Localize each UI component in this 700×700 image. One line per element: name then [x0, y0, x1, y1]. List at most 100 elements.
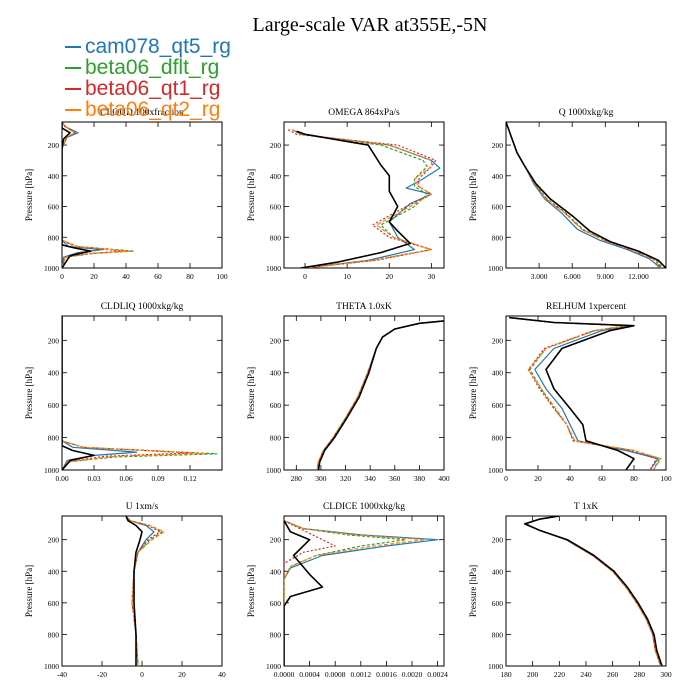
- x-tick-label: 340: [365, 474, 377, 483]
- series-line: [506, 122, 664, 268]
- x-tick-label: 0: [504, 474, 508, 483]
- legend-item: beta06_qt1_rg: [65, 78, 231, 99]
- panel-title: U 1xm/s: [126, 502, 159, 512]
- x-tick-label: 40: [218, 670, 226, 679]
- panel-title: CLDICE 1000xkg/kg: [323, 502, 405, 512]
- series-group: [509, 316, 662, 470]
- plot-frame: [61, 121, 223, 269]
- x-tick-label: 30: [428, 272, 436, 281]
- y-tick-label: 600: [48, 599, 60, 608]
- x-tick-label: 100: [216, 272, 228, 281]
- series-group: [284, 520, 439, 666]
- series-line: [525, 516, 662, 666]
- series-line: [62, 122, 103, 268]
- x-tick-label: 0.0008: [325, 670, 346, 679]
- series-line: [292, 129, 441, 268]
- y-tick-label: 200: [492, 536, 504, 545]
- x-tick-label: 400: [438, 474, 450, 483]
- series-line: [525, 516, 662, 666]
- series-line: [62, 316, 207, 470]
- y-tick-label: 600: [492, 401, 504, 410]
- x-tick-label: 80: [630, 474, 638, 483]
- legend-swatch: [65, 108, 81, 111]
- plot-frame: [283, 121, 445, 269]
- panel: Q 1000xkg/kg Pressure [hPa] 3.000 6.000 9.00…: [468, 108, 667, 281]
- series-line: [287, 129, 437, 268]
- x-tick-label: 0.0000: [274, 670, 295, 679]
- panel-title: CLOUD 100xfraction: [100, 107, 184, 118]
- x-tick-label: 3.000: [531, 272, 548, 281]
- x-tick-label: 10: [343, 272, 351, 281]
- series-line: [506, 122, 661, 268]
- x-tick-label: -40: [57, 670, 67, 679]
- x-tick-label: 220: [554, 670, 566, 679]
- series-line: [284, 520, 324, 666]
- panel: RELHUM 1xpercent Pressure [hPa] 0 20 40 60 80 1…: [468, 302, 672, 483]
- x-tick-label: 0.0004: [299, 670, 320, 679]
- y-tick-label: 800: [48, 630, 60, 639]
- series-group: [62, 316, 218, 470]
- y-tick-label: 400: [492, 567, 504, 576]
- legend-label: beta06_qt1_rg: [85, 77, 221, 100]
- y-tick-label: 600: [270, 401, 282, 410]
- y-tick-label: 600: [48, 401, 60, 410]
- panel: CLOUD 100xfraction Pressure [hPa] 0 20 40 60 8…: [24, 107, 228, 281]
- x-tick-label: 0.0012: [350, 670, 371, 679]
- panel-title: Q 1000xkg/kg: [559, 108, 614, 118]
- x-tick-label: 40: [122, 272, 130, 281]
- x-tick-label: 280: [291, 474, 303, 483]
- y-axis-label: Pressure [hPa]: [24, 367, 34, 419]
- x-tick-label: 6.000: [564, 272, 581, 281]
- panel: T 1xK Pressure [hPa] 180 200 220 240 260 280 300…: [468, 502, 672, 679]
- legend-label: beta06_dflt_rg: [85, 56, 220, 79]
- x-tick-label: 200: [527, 670, 539, 679]
- series-line: [316, 320, 444, 470]
- y-tick-label: 600: [270, 599, 282, 608]
- y-axis-label: Pressure [hPa]: [468, 169, 478, 221]
- x-tick-label: 300: [660, 670, 672, 679]
- series-line: [125, 516, 163, 666]
- series-line: [316, 320, 444, 470]
- y-axis-label: Pressure [hPa]: [24, 565, 34, 617]
- y-tick-label: 800: [270, 630, 282, 639]
- y-tick-label: 400: [48, 172, 60, 181]
- legend: cam078_qt5_rg beta06_dflt_rg beta06_qt1_…: [65, 36, 231, 120]
- y-tick-label: 800: [48, 434, 60, 443]
- series-line: [62, 316, 95, 470]
- y-tick-label: 1000: [266, 264, 281, 273]
- series-line: [509, 316, 635, 470]
- series-line: [506, 122, 663, 268]
- x-tick-label: 60: [598, 474, 606, 483]
- x-tick-label: 12.000: [628, 272, 649, 281]
- legend-item: beta06_dflt_rg: [65, 57, 231, 78]
- series-group: [506, 122, 666, 268]
- series-line: [506, 122, 663, 268]
- y-axis-label: Pressure [hPa]: [246, 367, 256, 419]
- y-tick-label: 800: [492, 630, 504, 639]
- x-tick-label: 60: [154, 272, 162, 281]
- y-tick-label: 1000: [488, 466, 503, 475]
- series-line: [316, 320, 444, 470]
- legend-label: beta06_qt2_rg: [85, 98, 221, 121]
- series-line: [62, 122, 135, 268]
- x-tick-label: 0.00: [55, 474, 68, 483]
- y-tick-label: 800: [270, 434, 282, 443]
- y-tick-label: 200: [270, 536, 282, 545]
- legend-swatch: [65, 87, 81, 90]
- y-tick-label: 400: [492, 172, 504, 181]
- series-line: [284, 520, 426, 666]
- series-line: [296, 130, 412, 268]
- x-tick-label: 20: [534, 474, 542, 483]
- series-group: [125, 516, 165, 666]
- y-tick-label: 1000: [44, 662, 59, 671]
- series-line: [125, 516, 161, 666]
- panel-title: OMEGA 864xPa/s: [328, 108, 400, 118]
- y-tick-label: 200: [270, 141, 282, 150]
- series-line: [62, 316, 138, 470]
- panel: OMEGA 864xPa/s Pressure [hPa] 0 10 20 30 200 40…: [246, 108, 445, 281]
- y-tick-label: 1000: [266, 466, 281, 475]
- series-line: [125, 516, 165, 666]
- x-tick-label: 0.0024: [427, 670, 448, 679]
- panel: CLDLIQ 1000xkg/kg Pressure [hPa] 0.00 0.03 0…: [24, 302, 223, 483]
